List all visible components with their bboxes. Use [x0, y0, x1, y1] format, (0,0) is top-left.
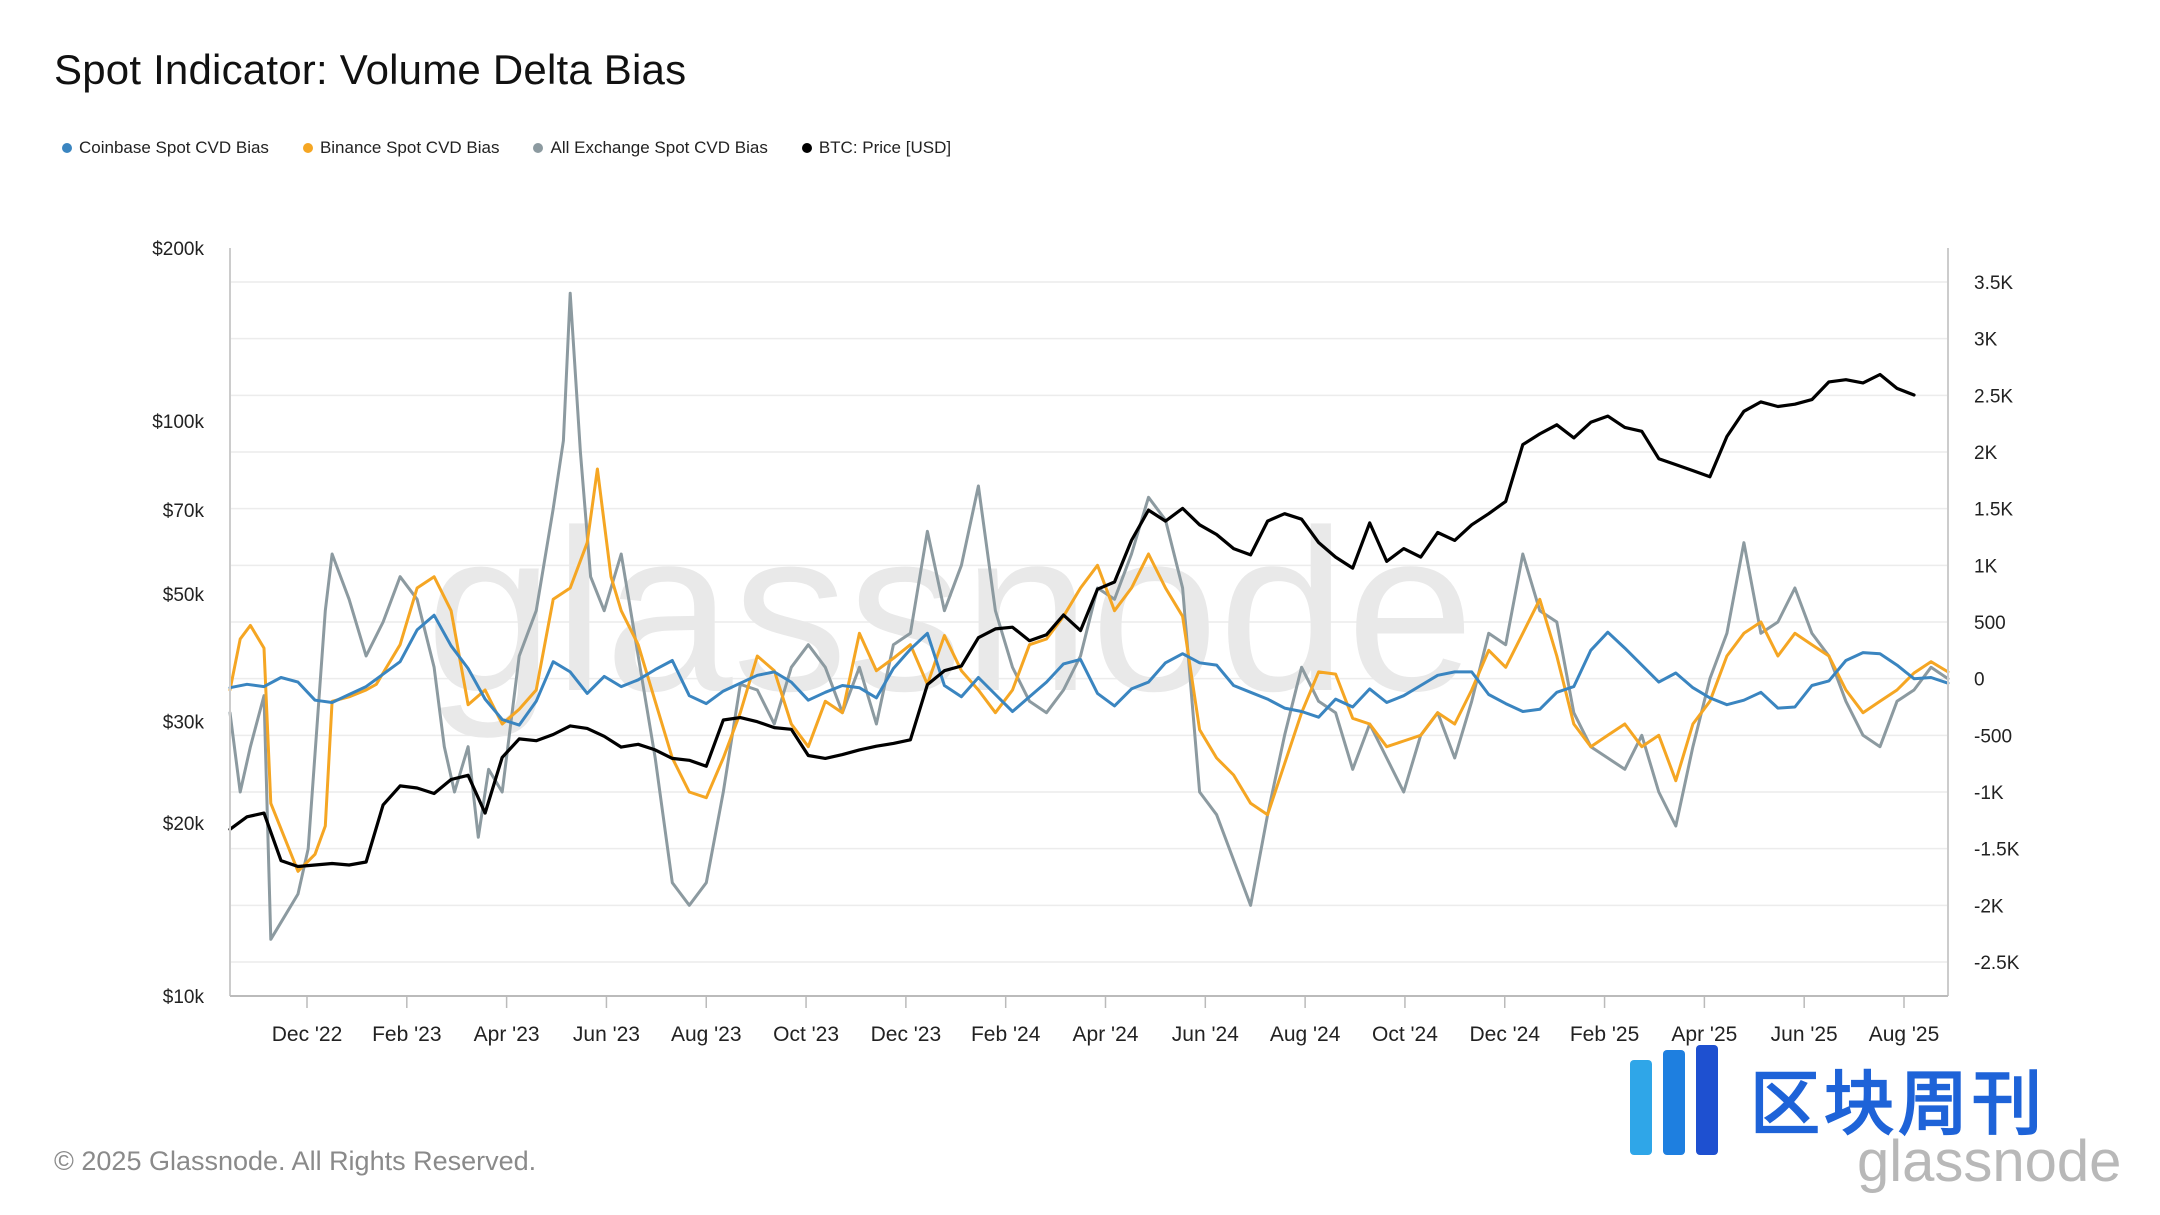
chart-watermark: glassnode [426, 482, 1475, 739]
x-tick-label-6: Dec '23 [871, 1023, 942, 1046]
right-tick-label-4: 1.5K [1974, 500, 2013, 521]
right-axis-ticks: 3.5K 3K 2.5K 2K 1.5K 1K 500 0 -500 -1K -1.5K -2K -2.… [1974, 273, 2020, 974]
legend-item-coinbase[interactable]: Coinbase Spot CVD Bias [62, 138, 269, 158]
brand-logo-icon [1630, 1045, 1718, 1155]
legend-item-btc-price[interactable]: BTC: Price [USD] [801, 138, 952, 158]
left-tick-label-2: $70k [163, 501, 205, 522]
chart-series-group [228, 291, 1950, 941]
left-tick-label-4: $30k [163, 713, 205, 734]
chart-axes [229, 248, 1949, 997]
series-line-btc-price-usd[interactable] [228, 372, 1916, 869]
right-tick-label-10: -1.5K [1974, 840, 2020, 861]
brand-name: 区块周刊 [1750, 1065, 2046, 1143]
legend-dot-binance [302, 143, 313, 153]
brand-sub: glassnode [1857, 1129, 2122, 1194]
right-tick-label-8: -500 [1974, 726, 2012, 747]
x-tick-label-0: Dec '22 [272, 1023, 343, 1046]
right-tick-label-1: 3K [1974, 330, 1998, 351]
legend-label-all-exchange: All Exchange Spot CVD Bias [550, 138, 768, 157]
x-tick-label-15: Jun '25 [1771, 1023, 1838, 1046]
right-tick-label-5: 1K [1974, 556, 1998, 577]
right-tick-label-0: 3.5K [1974, 273, 2013, 294]
right-tick-label-12: -2.5K [1974, 953, 2020, 974]
left-tick-label-5: $20k [163, 814, 205, 835]
series-line-all-exchange-spot-cvd-bias[interactable] [228, 291, 1950, 941]
legend-label-binance: Binance Spot CVD Bias [319, 138, 500, 157]
legend-item-binance[interactable]: Binance Spot CVD Bias [302, 138, 500, 158]
left-tick-label-3: $50k [163, 585, 205, 606]
legend-dot-coinbase [62, 143, 72, 153]
chart-title: Spot Indicator: Volume Delta Bias [54, 46, 687, 93]
left-tick-label-0: $200k [152, 239, 204, 260]
series-line-binance-spot-cvd-bias[interactable] [228, 467, 1950, 873]
series-line-coinbase-spot-cvd-bias[interactable] [228, 613, 1950, 727]
x-tick-label-9: Jun '24 [1172, 1023, 1239, 1046]
legend-dot-all-exchange [533, 143, 544, 153]
left-tick-label-6: $10k [163, 987, 205, 1008]
legend-item-all-exchange[interactable]: All Exchange Spot CVD Bias [533, 138, 768, 158]
left-tick-label-1: $100k [152, 412, 204, 433]
x-tick-label-2: Apr '23 [474, 1023, 540, 1046]
legend-label-coinbase: Coinbase Spot CVD Bias [79, 138, 269, 157]
right-tick-label-2: 2.5K [1974, 386, 2013, 407]
chart-legend: Coinbase Spot CVD Bias Binance Spot CVD … [62, 138, 951, 158]
x-tick-label-4: Aug '23 [671, 1023, 742, 1046]
x-tick-label-7: Feb '24 [971, 1023, 1041, 1046]
brand-watermark: 区块周刊 glassnode [1625, 1040, 2145, 1200]
x-tick-label-10: Aug '24 [1270, 1023, 1341, 1046]
legend-dot-btc-price [801, 143, 812, 153]
x-tick-label-8: Apr '24 [1073, 1023, 1139, 1046]
x-axis-ticks: Dec '22 Feb '23 Apr '23 Jun '23 Aug '23 Oct '… [272, 996, 1940, 1046]
x-tick-label-16: Aug '25 [1869, 1023, 1940, 1046]
right-tick-label-6: 500 [1974, 613, 2006, 634]
x-tick-label-5: Oct '23 [773, 1023, 839, 1046]
x-tick-label-13: Feb '25 [1570, 1023, 1639, 1046]
right-tick-label-9: -1K [1974, 783, 2004, 804]
x-tick-label-12: Dec '24 [1469, 1023, 1540, 1046]
x-tick-label-14: Apr '25 [1671, 1023, 1737, 1046]
x-tick-label-11: Oct '24 [1372, 1023, 1438, 1046]
legend-label-btc-price: BTC: Price [USD] [818, 138, 952, 157]
x-tick-label-1: Feb '23 [372, 1023, 441, 1046]
right-tick-label-7: 0 [1974, 670, 1985, 691]
copyright-text: © 2025 Glassnode. All Rights Reserved. [54, 1146, 537, 1176]
x-tick-label-3: Jun '23 [573, 1023, 640, 1046]
right-tick-label-11: -2K [1974, 896, 2004, 917]
left-axis-ticks: $200k $100k $70k $50k $30k $20k $10k [152, 239, 204, 1008]
right-tick-label-3: 2K [1974, 443, 1998, 464]
